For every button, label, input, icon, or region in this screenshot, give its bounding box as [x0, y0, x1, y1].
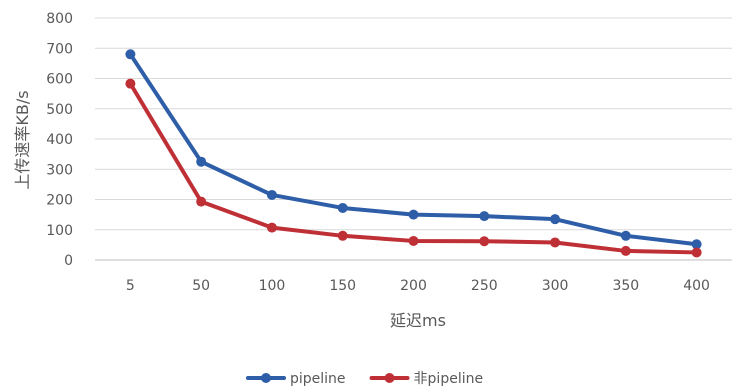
x-tick-label: 250: [471, 278, 498, 294]
legend-swatch-marker: [261, 373, 271, 383]
y-tick-label: 100: [46, 223, 73, 239]
data-point: [196, 196, 207, 207]
data-point: [337, 230, 348, 241]
x-axis-ticks: 5 50 100 150 200 250 300 350 400: [126, 278, 710, 294]
data-point: [337, 202, 348, 213]
data-point: [408, 209, 419, 220]
data-point: [125, 78, 136, 89]
x-tick-label: 300: [542, 278, 569, 294]
y-tick-label: 800: [46, 11, 73, 27]
x-axis-title: 延迟ms: [390, 311, 446, 330]
x-tick-label: 400: [683, 278, 710, 294]
data-point: [479, 236, 490, 247]
y-tick-label: 500: [46, 102, 73, 118]
legend: pipeline 非pipeline: [246, 371, 484, 387]
x-tick-label: 200: [400, 278, 427, 294]
series-2: [125, 78, 702, 258]
x-tick-label: 5: [126, 278, 135, 294]
data-point: [196, 156, 207, 167]
y-tick-label: 200: [46, 193, 73, 209]
data-point: [550, 214, 561, 225]
data-point: [266, 222, 277, 233]
y-tick-label: 600: [46, 72, 73, 88]
x-tick-label: 100: [259, 278, 286, 294]
y-tick-label: 300: [46, 162, 73, 178]
legend-item: 非pipeline: [369, 371, 484, 387]
legend-swatch-marker: [384, 373, 395, 383]
data-point: [408, 235, 419, 246]
y-tick-label: 700: [46, 41, 73, 57]
y-tick-label: 0: [64, 253, 73, 269]
series-1: [125, 49, 702, 250]
data-point: [620, 245, 631, 256]
y-axis-ticks: 0 100 200 300 400 500 600 700 800: [46, 11, 73, 269]
data-point: [691, 239, 702, 250]
x-tick-label: 350: [612, 278, 639, 294]
y-axis-title: 上传速率KB/s: [13, 90, 32, 189]
data-point: [125, 49, 136, 60]
y-tick-label: 400: [46, 132, 73, 148]
legend-item: pipeline: [246, 371, 346, 387]
legend-label: pipeline: [290, 371, 346, 387]
x-tick-label: 150: [329, 278, 356, 294]
data-point: [550, 237, 561, 248]
data-point: [691, 247, 702, 258]
legend-label: 非pipeline: [414, 371, 484, 387]
gridlines: [95, 17, 732, 261]
data-point: [620, 230, 631, 241]
data-point: [266, 189, 277, 200]
x-tick-label: 50: [192, 278, 210, 294]
data-point: [479, 211, 490, 222]
series-lines: [125, 49, 702, 258]
